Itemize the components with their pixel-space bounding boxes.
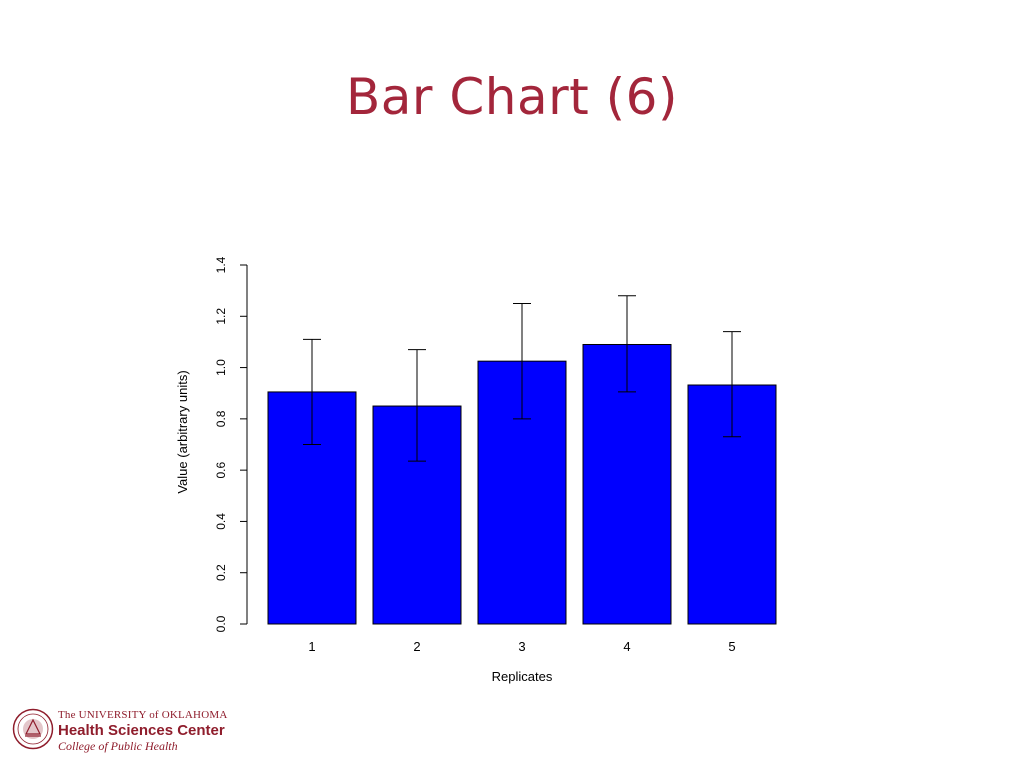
- y-axis-tick-label: 1.2: [214, 308, 228, 325]
- university-seal-icon: [12, 708, 54, 750]
- bar-chart: 0.0 0.2 0.4 0.6 0.8 1.0 1.2 1.4 1 2 3 4 5 Replicate…: [175, 256, 777, 684]
- y-axis-tick-label: 0.4: [214, 513, 228, 530]
- error-bars: [303, 295, 741, 462]
- x-axis-tick-label: 5: [728, 639, 735, 654]
- x-axis-tick-label: 4: [623, 639, 630, 654]
- y-axis-tick-label: 1.0: [214, 359, 228, 376]
- x-axis-tick-label: 1: [308, 639, 315, 654]
- y-axis-tick-label: 1.4: [214, 256, 228, 273]
- logo-center-name: Health Sciences Center: [58, 722, 225, 739]
- x-axis-label: Replicates: [492, 669, 553, 684]
- logo-college-name: College of Public Health: [58, 739, 178, 753]
- y-axis-tick-label: 0.8: [214, 410, 228, 427]
- logo-university-name: The UNIVERSITY of OKLAHOMA: [58, 709, 228, 721]
- university-logo: The UNIVERSITY of OKLAHOMA Health Scienc…: [12, 706, 232, 758]
- slide-title: Bar Chart (6): [345, 68, 678, 126]
- y-axis-tick-label: 0.2: [214, 564, 228, 581]
- y-axis-label: Value (arbitrary units): [175, 370, 190, 493]
- x-axis-tick-label: 2: [413, 639, 420, 654]
- y-axis-tick-label: 0.0: [214, 615, 228, 632]
- x-axis-tick-label: 3: [518, 639, 525, 654]
- x-axis-tick-labels: 1 2 3 4 5: [308, 639, 735, 654]
- y-axis-tick-label: 0.6: [214, 461, 228, 478]
- y-axis: 0.0 0.2 0.4 0.6 0.8 1.0 1.2 1.4: [214, 256, 248, 632]
